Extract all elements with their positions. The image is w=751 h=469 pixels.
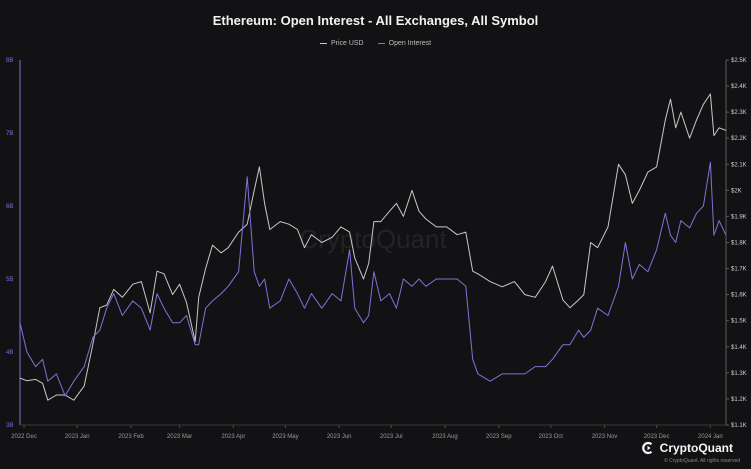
y-tick-label-right: $1.8K xyxy=(731,241,747,247)
x-tick-label: 2023 Jun xyxy=(327,434,352,440)
y-tick-label-left: 8B xyxy=(6,58,13,64)
y-tick-label-left: 6B xyxy=(6,204,13,210)
x-tick-label: 2023 Aug xyxy=(432,434,457,440)
legend-label-price: Price USD xyxy=(330,40,364,47)
y-tick-label-right: $2K xyxy=(731,188,742,194)
x-tick-label: 2023 Dec xyxy=(644,434,670,440)
x-tick-label: 2023 Feb xyxy=(118,434,144,440)
x-tick-label: 2023 Apr xyxy=(221,434,245,440)
y-tick-label-right: $2.2K xyxy=(731,136,747,142)
brand: CryptoQuant xyxy=(641,441,733,455)
y-tick-label-left: 4B xyxy=(6,350,13,356)
copyright-note: © CryptoQuant. All rights reserved xyxy=(664,458,740,464)
x-tick-label: 2022 Dec xyxy=(11,434,37,440)
x-tick-label: 2023 Sep xyxy=(486,434,512,440)
y-tick-label-right: $1.9K xyxy=(731,214,747,220)
brand-name: CryptoQuant xyxy=(659,441,733,455)
y-tick-label-right: $2.1K xyxy=(731,162,747,168)
y-tick-label-right: $1.7K xyxy=(731,267,747,273)
price-usd-line xyxy=(19,93,727,401)
legend-label-open-interest: Open Interest xyxy=(388,40,432,47)
legend: Price USD Open Interest xyxy=(0,40,751,47)
legend-item-price[interactable]: Price USD xyxy=(319,40,364,47)
y-tick-label-left: 3B xyxy=(6,423,13,429)
y-tick-label-right: $1.3K xyxy=(731,371,747,377)
y-tick-label-right: $1.6K xyxy=(731,293,747,299)
y-tick-label-right: $2.3K xyxy=(731,110,747,116)
x-tick-label: 2023 Jan xyxy=(65,434,90,440)
cryptoquant-logo-icon xyxy=(641,441,652,455)
x-tick-label: 2023 Oct xyxy=(539,434,564,440)
x-tick-label: 2023 Jul xyxy=(380,434,403,440)
open-interest-line xyxy=(19,161,727,397)
legend-swatch-open-interest xyxy=(377,43,385,44)
chart-title: Ethereum: Open Interest - All Exchanges,… xyxy=(212,13,539,28)
legend-item-open-interest[interactable]: Open Interest xyxy=(377,40,432,47)
y-tick-label-left: 5B xyxy=(6,277,13,283)
legend-swatch-price xyxy=(319,43,327,44)
y-tick-label-right: $1.4K xyxy=(731,345,747,351)
y-tick-label-right: $1.1K xyxy=(731,423,747,429)
y-tick-label-right: $1.5K xyxy=(731,319,747,325)
x-tick-label: 2023 Mar xyxy=(167,434,192,440)
y-tick-label-right: $2.4K xyxy=(731,84,747,90)
y-tick-label-right: $1.2K xyxy=(731,397,747,403)
y-tick-label-right: $2.5K xyxy=(731,58,747,64)
x-tick-label: 2023 May xyxy=(272,434,298,440)
y-tick-label-left: 7B xyxy=(6,131,13,137)
x-tick-label: 2024 Jan xyxy=(698,434,723,440)
x-tick-label: 2023 Nov xyxy=(592,434,618,440)
